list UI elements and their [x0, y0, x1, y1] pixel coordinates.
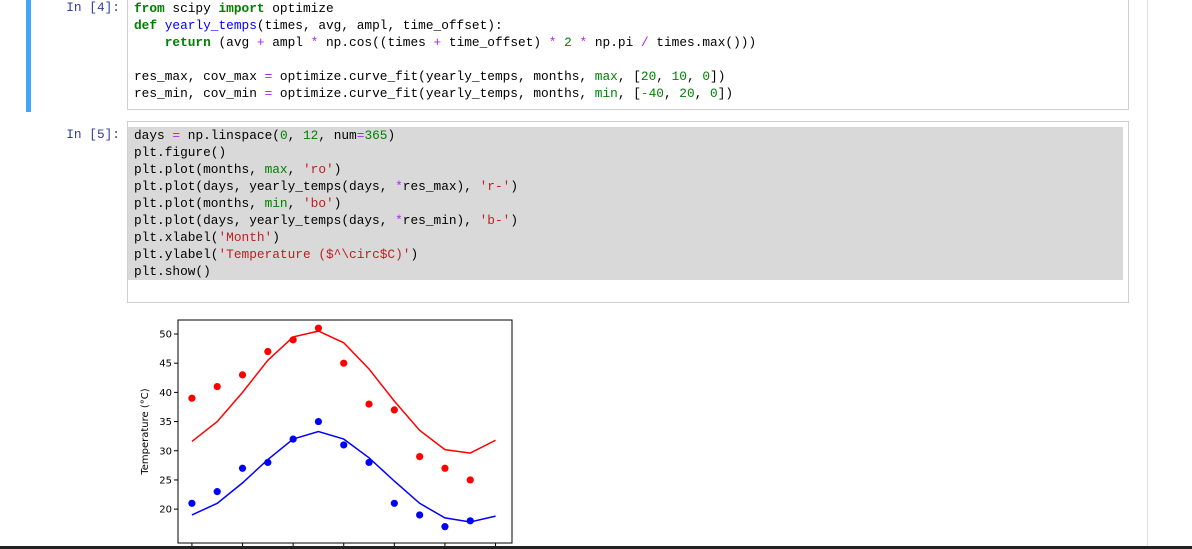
cell-prompt: In [4]: — [66, 0, 120, 15]
code-line: plt.xlabel('Month') — [134, 230, 280, 245]
data-point — [238, 371, 247, 379]
data-point — [340, 441, 348, 449]
data-point — [416, 453, 424, 461]
fit-curve — [191, 430, 496, 523]
data-point — [466, 476, 474, 484]
y-tick-label: 25 — [159, 475, 172, 486]
data-point — [188, 394, 196, 402]
code-line: def yearly_temps(times, avg, ampl, time_… — [134, 18, 503, 33]
data-point — [390, 499, 398, 507]
y-axis-label: Temperature (°C) — [140, 388, 151, 475]
code-line: plt.show() — [134, 264, 211, 279]
code-line: from scipy import optimize — [134, 1, 334, 16]
cell-prompt: In [5]: — [66, 127, 120, 142]
code-line: plt.plot(days, yearly_temps(days, *res_m… — [134, 179, 518, 194]
fit-curve — [191, 330, 496, 454]
data-point — [416, 511, 424, 519]
data-point — [188, 499, 196, 507]
y-tick-label: 20 — [159, 505, 172, 516]
data-point — [340, 359, 348, 367]
data-point — [390, 406, 398, 414]
plot-area — [177, 319, 513, 544]
code-line: plt.ylabel('Temperature ($^\circ$C)') — [134, 247, 419, 262]
bottom-edge — [0, 546, 1192, 549]
code-area[interactable]: from scipy import optimize def yearly_tem… — [128, 0, 1128, 106]
code-line: plt.figure() — [134, 145, 227, 160]
y-tick-label: 45 — [159, 359, 172, 370]
data-point — [264, 347, 272, 356]
data-point — [314, 324, 323, 332]
data-point — [314, 417, 323, 426]
code-line: days = np.linspace(0, 12, num=365) — [134, 128, 396, 143]
data-point — [213, 382, 221, 391]
data-point — [466, 517, 474, 525]
code-line: plt.plot(months, max, 'ro') — [134, 162, 342, 177]
code-line: res_min, cov_min = optimize.curve_fit(ye… — [134, 86, 734, 101]
y-tick-label: 35 — [159, 417, 172, 428]
right-border — [1147, 0, 1148, 549]
code-line: return (avg + ampl * np.cos((times + tim… — [164, 35, 757, 50]
code-line: plt.plot(days, yearly_temps(days, *res_m… — [134, 213, 518, 228]
data-point — [238, 464, 247, 472]
code-cell[interactable] — [127, 0, 1129, 110]
y-tick-label: 30 — [159, 446, 172, 457]
code-area[interactable]: days = np.linspace(0, 12, num=365) plt.fi… — [128, 127, 1123, 280]
code-line: plt.plot(months, min, 'bo') — [134, 196, 342, 211]
data-point — [441, 464, 449, 472]
y-tick-label: 40 — [159, 388, 172, 399]
data-point — [213, 488, 221, 496]
code-cell[interactable] — [127, 121, 1129, 303]
code-line: res_max, cov_max = optimize.curve_fit(ye… — [134, 69, 726, 84]
selection-bar — [26, 0, 31, 112]
y-tick-label: 50 — [159, 330, 172, 341]
chart: 20253035404550024681012Temperature (°C) — [140, 319, 513, 547]
data-point — [441, 523, 449, 531]
data-point — [365, 400, 373, 408]
data-point — [365, 458, 373, 467]
